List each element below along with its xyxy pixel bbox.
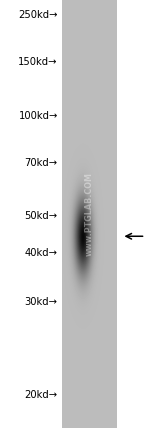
Text: 250kd→: 250kd→ xyxy=(18,10,58,20)
Text: 50kd→: 50kd→ xyxy=(25,211,58,221)
Text: 20kd→: 20kd→ xyxy=(25,389,58,400)
Text: www.PTGLAB.COM: www.PTGLAB.COM xyxy=(85,172,94,256)
Text: 70kd→: 70kd→ xyxy=(25,158,58,169)
Text: 40kd→: 40kd→ xyxy=(25,248,58,259)
Text: 150kd→: 150kd→ xyxy=(18,57,58,67)
Text: 30kd→: 30kd→ xyxy=(25,297,58,307)
Text: 100kd→: 100kd→ xyxy=(18,111,58,122)
